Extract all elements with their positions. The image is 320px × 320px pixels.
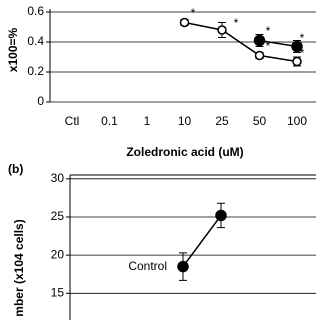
y-tick-label: 15 (51, 285, 65, 299)
series-label: Control (128, 259, 167, 273)
annotation: * (234, 16, 239, 30)
x-tick-label: 0.1 (101, 114, 118, 128)
x-tick-label: 10 (178, 114, 192, 128)
y-tick-label: 0 (37, 94, 44, 108)
y-tick-label: 30 (51, 171, 65, 185)
point (253, 34, 266, 47)
y-tick-label: 0.4 (27, 34, 44, 48)
annotation: * (300, 46, 305, 60)
x-tick-label: 1 (144, 114, 151, 128)
y-axis-label: x100=% (6, 27, 20, 72)
panel-label: (b) (8, 162, 23, 176)
point (177, 260, 189, 273)
y-tick-label: 0.6 (27, 4, 44, 18)
annotation: * (266, 24, 271, 38)
annotation: * (300, 31, 305, 45)
annotation: * (266, 39, 271, 53)
point (292, 56, 302, 67)
y-tick-label: 0.2 (27, 64, 44, 78)
series-line (259, 39, 298, 48)
point (215, 209, 227, 222)
x-axis-label: Zoledronic acid (uM) (126, 145, 243, 159)
x-tick-label: 50 (253, 114, 267, 128)
point (179, 17, 190, 28)
point (217, 25, 227, 35)
point (254, 50, 265, 61)
y-tick-label: 25 (51, 209, 65, 223)
y-axis-label: mber (x104 cells) (12, 219, 26, 316)
point (291, 40, 303, 53)
y-tick-label: 20 (51, 247, 65, 261)
x-tick-label: 25 (215, 114, 229, 128)
annotation: * (191, 6, 196, 20)
series-line (184, 21, 298, 63)
x-tick-label: Ctl (65, 114, 80, 128)
x-tick-label: 100 (287, 114, 307, 128)
series-line (182, 214, 222, 268)
